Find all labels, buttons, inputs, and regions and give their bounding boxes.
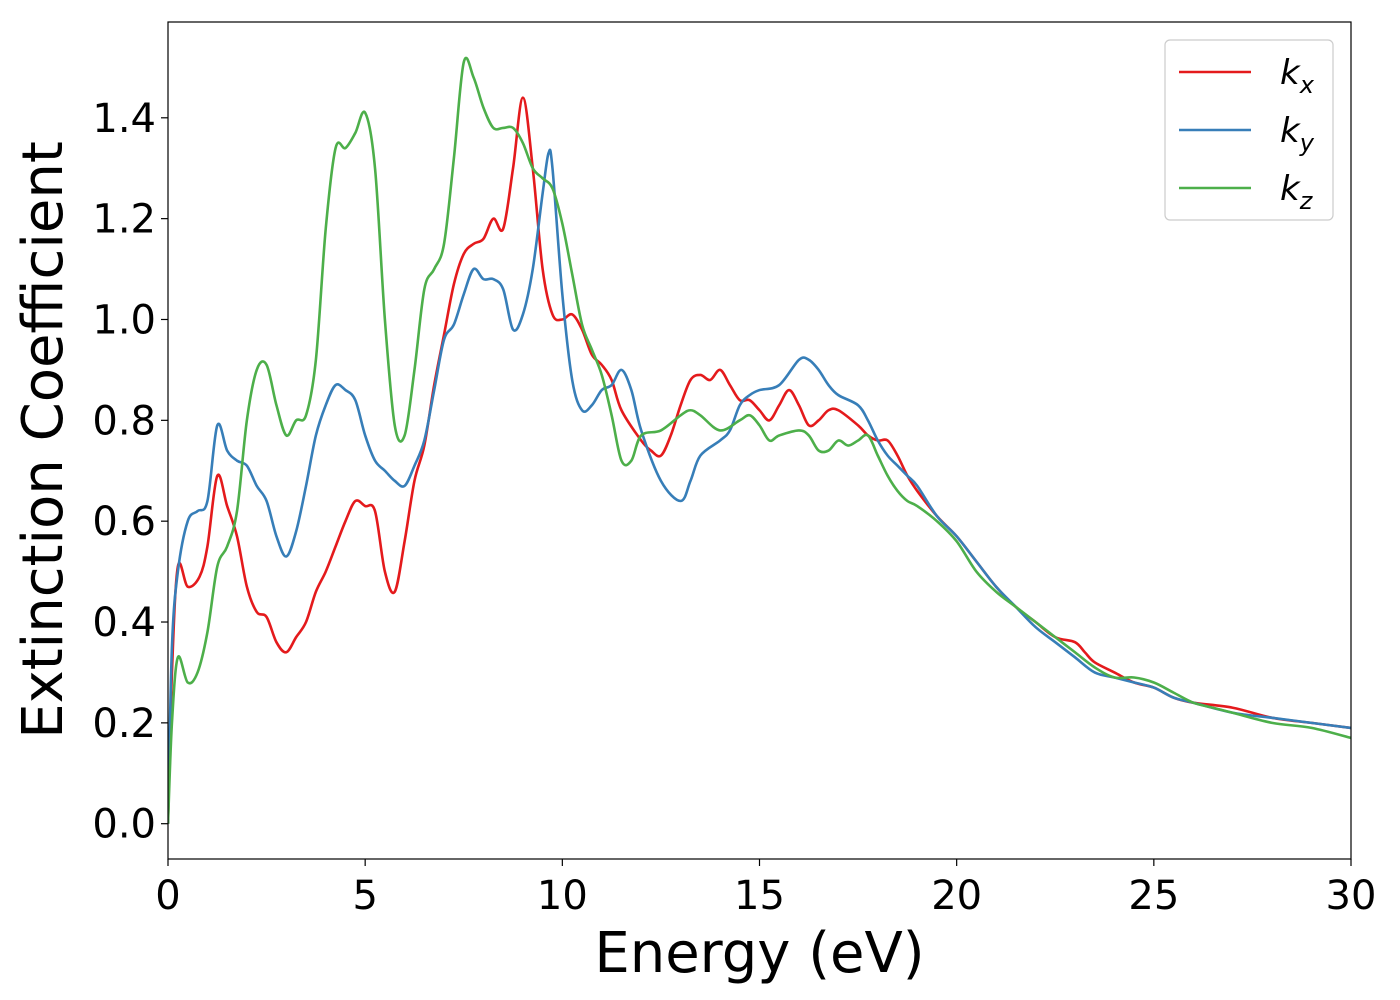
legend-label-base: k (1280, 111, 1301, 151)
y-tick-label: 0.4 (92, 600, 156, 646)
x-tick-label: 20 (931, 873, 982, 919)
x-axis-label: Energy (eV) (594, 921, 924, 986)
x-tick-label: 5 (352, 873, 377, 919)
legend-label-base: k (1280, 169, 1301, 209)
y-tick-label: 1.4 (92, 96, 156, 142)
x-tick-label: 0 (155, 873, 180, 919)
legend-label-subscript: y (1299, 129, 1315, 157)
series-layer (168, 56, 1351, 824)
x-tick-label: 15 (734, 873, 785, 919)
series-line-k-z (168, 56, 1351, 824)
legend-label-y: ky (1280, 111, 1315, 157)
x-tick-label: 30 (1326, 873, 1377, 919)
legend-label-x: kx (1280, 53, 1315, 99)
y-tick-label: 0.6 (92, 499, 156, 545)
x-tick-label: 25 (1128, 873, 1179, 919)
legend-label-subscript: z (1299, 187, 1314, 215)
y-tick-label: 0.2 (92, 701, 156, 747)
y-tick-label: 0.8 (92, 398, 156, 444)
y-axis: 0.0 0.2 0.4 0.6 0.8 1.0 1.2 1.4 (92, 96, 168, 848)
series-line-k-y (168, 148, 1351, 824)
y-tick-label: 1.0 (92, 297, 156, 343)
legend-label-subscript: x (1299, 71, 1315, 99)
y-tick-label: 0.0 (92, 802, 156, 848)
legend-label-base: k (1280, 53, 1301, 93)
legend-label-z: kz (1280, 169, 1314, 215)
x-axis: 0 5 10 15 20 25 30 (155, 859, 1376, 919)
y-axis-label: Extinction Coefficient (11, 141, 76, 739)
x-tick-label: 10 (537, 873, 588, 919)
y-tick-label: 1.2 (92, 197, 156, 243)
